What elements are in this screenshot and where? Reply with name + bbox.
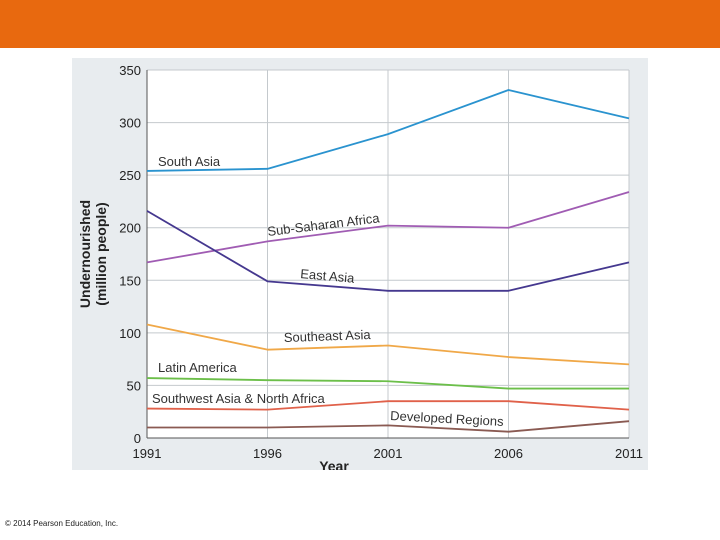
series-line-east-asia	[146, 210, 630, 292]
y-axis-title-line-2: (million people)	[93, 202, 109, 305]
series-line-sub-saharan-africa	[146, 191, 630, 264]
series-label-southwest-asia-north-africa: Southwest Asia & North Africa	[152, 391, 325, 406]
y-tick-label: 100	[119, 326, 141, 341]
x-axis-title: Year	[319, 458, 349, 470]
series-label-latin-america: Latin America	[158, 360, 238, 375]
y-axis-title: Undernourished (million people)	[77, 200, 109, 308]
x-tick-label: 2001	[374, 446, 403, 461]
x-tick-label: 1991	[133, 446, 162, 461]
grid	[146, 69, 630, 439]
y-tick-label: 150	[119, 273, 141, 288]
y-axis-title-line-1: Undernourished	[77, 200, 93, 308]
series-label-south-asia: South Asia	[158, 154, 221, 169]
y-tick-label: 300	[119, 116, 141, 131]
x-tick-label: 2011	[615, 446, 643, 461]
series-line-developed-regions	[147, 420, 630, 433]
series-line-latin-america	[146, 377, 629, 390]
series-lines	[146, 89, 630, 433]
y-tick-label: 350	[119, 63, 141, 78]
header-bar	[0, 0, 720, 48]
y-tick-label: 250	[119, 168, 141, 183]
copyright-notice: © 2014 Pearson Education, Inc.	[5, 519, 119, 528]
line-chart: South Asia Sub-Saharan Africa East Asia …	[77, 63, 643, 470]
y-tick-label: 50	[127, 378, 141, 393]
series-label-east-asia: East Asia	[300, 266, 356, 286]
x-tick-label: 1996	[253, 446, 282, 461]
series-line-southeast-asia	[146, 323, 630, 366]
series-label-developed-regions: Developed Regions	[390, 408, 505, 429]
axis-ticks: 0 50 100 150 200 250 300 350 1991 1996 2001 2006 201…	[119, 63, 643, 461]
x-tick-label: 2006	[494, 446, 523, 461]
series-line-south-asia	[146, 89, 630, 172]
y-tick-label: 0	[134, 431, 141, 446]
series-label-southeast-asia: Southeast Asia	[284, 327, 372, 345]
series-line-southwest-asia-north-africa	[146, 400, 630, 411]
chart-panel: South Asia Sub-Saharan Africa East Asia …	[72, 58, 648, 470]
y-tick-label: 200	[119, 221, 141, 236]
